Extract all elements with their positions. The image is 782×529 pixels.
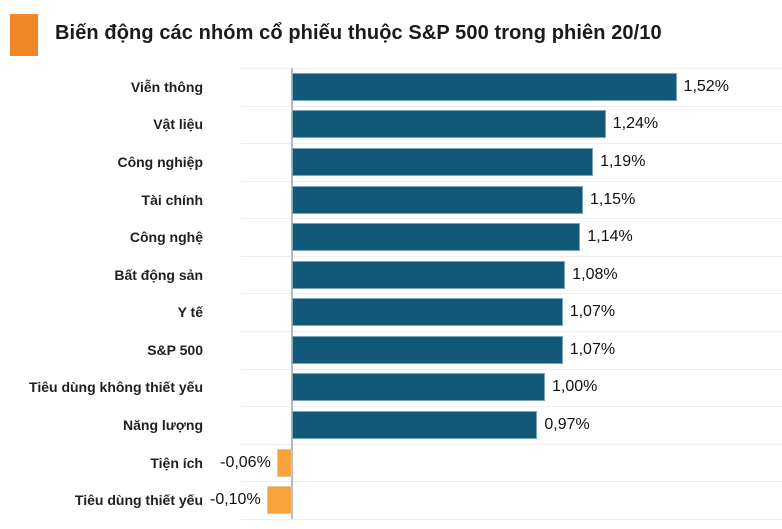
category-label: Công nghệ	[129, 229, 203, 246]
positive-bar	[292, 335, 563, 364]
positive-bar	[292, 298, 563, 327]
gridline	[241, 180, 782, 182]
value-label: 1,08%	[572, 265, 618, 283]
zero-axis-line	[291, 68, 293, 519]
value-label: 1,00%	[552, 378, 598, 396]
positive-bar	[292, 185, 583, 214]
category-label: Vật liệu	[153, 116, 203, 133]
value-label: 1,52%	[683, 77, 729, 95]
gridline	[241, 406, 782, 408]
positive-bar	[292, 373, 545, 402]
value-label: 1,07%	[569, 340, 616, 358]
category-label: S&P 500	[147, 341, 203, 358]
gridline	[241, 331, 782, 333]
gridline	[241, 368, 782, 370]
positive-bar	[292, 147, 594, 176]
category-label: Năng lượng	[123, 417, 203, 433]
value-label: 0,97%	[544, 416, 590, 433]
value-label: 1,24%	[612, 115, 659, 133]
category-label: Tiện ích	[150, 454, 203, 471]
positive-bar	[292, 260, 566, 289]
gridline	[241, 143, 782, 145]
negative-bar	[276, 448, 292, 477]
category-label: Bất động sản	[114, 266, 203, 283]
positive-bar	[292, 72, 677, 101]
value-label: 1,14%	[587, 228, 633, 246]
positive-bar	[292, 223, 581, 252]
category-label: Tài chính	[141, 191, 203, 208]
gridline	[241, 443, 782, 445]
gridline	[241, 105, 782, 107]
gridline	[241, 68, 782, 69]
category-label: Tiêu dùng không thiết yếu	[29, 379, 203, 396]
title-marker-square	[10, 14, 38, 56]
gridline	[241, 518, 782, 520]
gridline	[241, 218, 782, 220]
negative-bar	[266, 486, 292, 515]
category-label: Tiêu dùng thiết yếu	[74, 492, 203, 509]
value-label: 1,07%	[569, 303, 616, 321]
positive-bar	[292, 411, 538, 439]
gridline	[241, 255, 782, 257]
value-label: -0,06%	[220, 453, 271, 471]
category-label: Y tế	[177, 304, 203, 321]
category-label: Viễn thông	[130, 78, 203, 95]
value-label: 1,19%	[600, 152, 646, 170]
category-label: Công nghiệp	[117, 153, 203, 170]
positive-bar	[292, 110, 606, 139]
value-label: -0,10%	[209, 491, 261, 509]
chart-title: Biến động các nhóm cổ phiếu thuộc S&P 50…	[55, 22, 662, 44]
gridline	[241, 481, 782, 483]
gridline	[241, 293, 782, 295]
value-label: 1,15%	[589, 190, 636, 208]
